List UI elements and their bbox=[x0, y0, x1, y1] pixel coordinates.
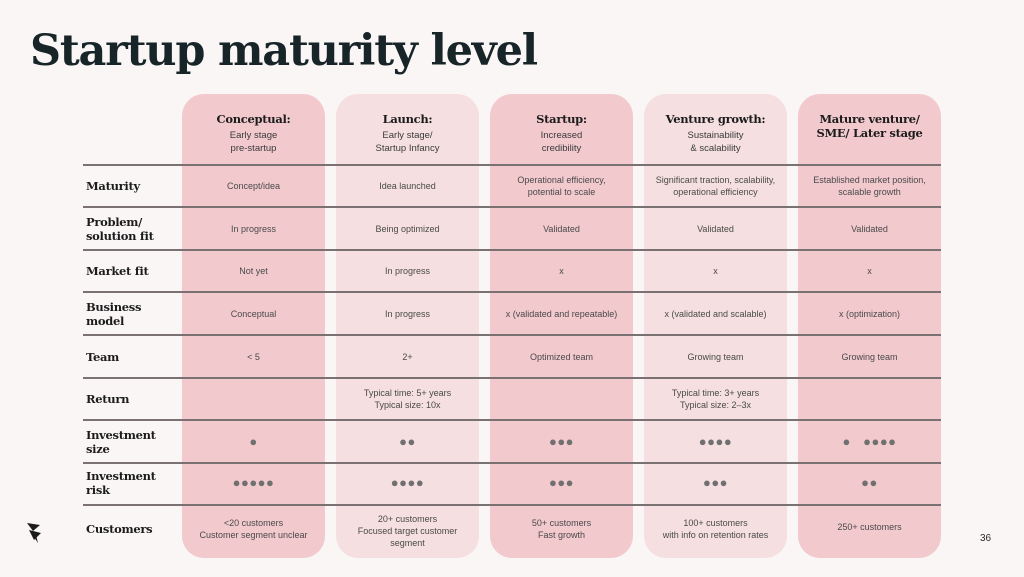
row-label-maturity: Maturity bbox=[86, 179, 140, 193]
table-cell: Not yet bbox=[239, 266, 268, 276]
table-cell: x bbox=[867, 266, 872, 276]
row-divider bbox=[83, 249, 941, 251]
row-label-problem-solution-fit: Problem/ solution fit bbox=[86, 214, 154, 243]
table-cell: Validated bbox=[543, 223, 580, 234]
stage-header: Startup: Increased credibility bbox=[490, 112, 633, 155]
dot-rating: ●● bbox=[399, 433, 416, 449]
stage-subtitle: Increased credibility bbox=[540, 130, 583, 154]
row-label-return: Return bbox=[86, 392, 130, 406]
table-cell: Optimized team bbox=[529, 351, 594, 362]
dot-rating: ● ●●●● bbox=[842, 433, 897, 449]
row-divider bbox=[83, 419, 941, 421]
table-cell: 100+ customers with info on retention ra… bbox=[662, 518, 769, 540]
table-cell: In progress bbox=[230, 223, 277, 234]
stage-column-launch bbox=[336, 94, 479, 558]
row-divider bbox=[83, 206, 941, 208]
dot-rating: ● bbox=[249, 433, 258, 449]
stage-subtitle: Early stage pre-startup bbox=[229, 130, 278, 154]
row-divider bbox=[83, 462, 941, 464]
table-cell: Concept/idea bbox=[226, 181, 281, 191]
table-cell: x bbox=[559, 266, 564, 276]
table-cell: Operational efficiency, potential to sca… bbox=[517, 175, 606, 197]
table-cell: Conceptual bbox=[230, 308, 277, 319]
table-cell: 50+ customers Fast growth bbox=[531, 518, 592, 540]
table-cell: In progress bbox=[384, 266, 431, 276]
dot-rating: ●● bbox=[861, 475, 878, 490]
table-cell bbox=[798, 379, 941, 419]
table-cell: x bbox=[713, 266, 718, 276]
table-cell bbox=[490, 379, 633, 419]
row-divider bbox=[83, 291, 941, 293]
dot-rating: ●●●●● bbox=[232, 475, 275, 490]
brand-logo-icon bbox=[27, 523, 41, 543]
stage-title: Launch: bbox=[382, 112, 433, 126]
table-cell bbox=[182, 379, 325, 419]
stage-header: Venture growth: Sustainability & scalabi… bbox=[644, 112, 787, 155]
table-cell: Being optimized bbox=[375, 223, 440, 234]
row-divider bbox=[83, 164, 941, 166]
table-cell: Growing team bbox=[841, 351, 898, 362]
table-cell: Validated bbox=[851, 223, 888, 234]
row-label-team: Team bbox=[86, 349, 119, 364]
table-cell: Growing team bbox=[687, 351, 744, 362]
row-label-investment-size: Investment size bbox=[86, 427, 156, 456]
dot-rating: ●●● bbox=[702, 475, 729, 490]
stage-header: Mature venture/ SME/ Later stage bbox=[798, 112, 941, 143]
stage-title: Conceptual: bbox=[216, 112, 291, 126]
table-cell: < 5 bbox=[247, 351, 260, 362]
row-label-market-fit: Market fit bbox=[86, 264, 149, 278]
stage-title: Startup: bbox=[536, 112, 587, 126]
table-cell: 2+ bbox=[402, 351, 413, 362]
table-cell: Typical time: 3+ years Typical size: 2–3… bbox=[671, 388, 760, 410]
stage-column-conceptual bbox=[182, 94, 325, 558]
stage-header: Launch: Early stage/ Startup Infancy bbox=[336, 112, 479, 155]
table-cell: x (optimization) bbox=[838, 308, 901, 319]
table-cell: x (validated and scalable) bbox=[664, 308, 767, 319]
dot-rating: ●●● bbox=[548, 433, 575, 449]
row-divider bbox=[83, 377, 941, 379]
page-number: 36 bbox=[980, 533, 992, 544]
row-divider bbox=[83, 334, 941, 336]
stage-column-mature-venture bbox=[798, 94, 941, 558]
row-label-investment-risk: Investment risk bbox=[86, 469, 156, 497]
table-cell: <20 customers Customer segment unclear bbox=[199, 518, 308, 540]
stage-header: Conceptual: Early stage pre-startup bbox=[182, 112, 325, 155]
dot-rating: ●●●● bbox=[698, 433, 733, 449]
table-cell: 20+ customers Focused target customer se… bbox=[357, 514, 458, 548]
stage-subtitle: Sustainability & scalability bbox=[687, 130, 744, 154]
stage-title: Venture growth: bbox=[665, 112, 766, 126]
table-cell: x (validated and repeatable) bbox=[505, 308, 618, 319]
page-title: Startup maturity level bbox=[30, 26, 538, 76]
row-label-customers: Customers bbox=[86, 522, 153, 536]
table-cell: Significant traction, scalability, opera… bbox=[655, 175, 776, 197]
table-cell: Idea launched bbox=[379, 181, 436, 191]
row-label-business-model: Business model bbox=[86, 299, 142, 328]
stage-column-venture-growth bbox=[644, 94, 787, 558]
table-cell: 250+ customers bbox=[837, 522, 902, 532]
stage-subtitle: Early stage/ Startup Infancy bbox=[375, 130, 440, 154]
dot-rating: ●●●● bbox=[390, 475, 425, 490]
dot-rating: ●●● bbox=[548, 475, 575, 490]
row-divider bbox=[83, 504, 941, 506]
stage-title: Mature venture/ SME/ Later stage bbox=[816, 112, 923, 140]
table-cell: Established market position, scalable gr… bbox=[813, 175, 926, 197]
table-cell: Typical time: 5+ years Typical size: 10x bbox=[363, 388, 452, 410]
stage-column-startup bbox=[490, 94, 633, 558]
table-cell: In progress bbox=[384, 308, 431, 319]
table-cell: Validated bbox=[697, 223, 734, 234]
